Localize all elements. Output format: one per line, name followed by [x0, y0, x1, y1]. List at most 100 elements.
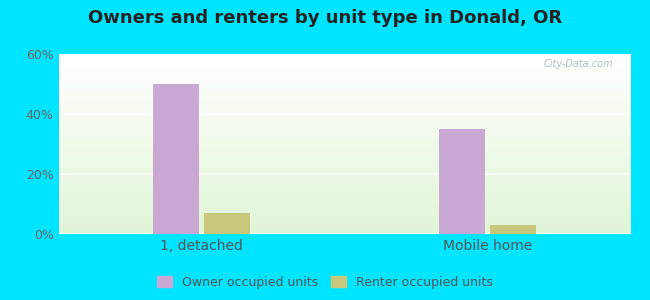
- Bar: [58, 65, 630, 67]
- Bar: [58, 99, 630, 101]
- Bar: [58, 54, 630, 56]
- Bar: [58, 63, 630, 65]
- Bar: [58, 59, 630, 61]
- Bar: [58, 133, 630, 135]
- Bar: [58, 92, 630, 94]
- Bar: [58, 124, 630, 126]
- Bar: [58, 180, 630, 182]
- Bar: [58, 185, 630, 187]
- Bar: [58, 160, 630, 162]
- Bar: [58, 223, 630, 225]
- Bar: [58, 176, 630, 178]
- Bar: [58, 158, 630, 160]
- Bar: [58, 81, 630, 83]
- Bar: [58, 56, 630, 58]
- Bar: [439, 129, 485, 234]
- Bar: [58, 193, 630, 194]
- Bar: [58, 112, 630, 113]
- Bar: [58, 212, 630, 214]
- Bar: [58, 103, 630, 104]
- Bar: [58, 182, 630, 184]
- Bar: [58, 232, 630, 234]
- Bar: [58, 77, 630, 79]
- Bar: [58, 196, 630, 198]
- Bar: [58, 58, 630, 59]
- Bar: [58, 169, 630, 171]
- Bar: [58, 144, 630, 146]
- Bar: [58, 229, 630, 230]
- Bar: [58, 61, 630, 63]
- Bar: [58, 218, 630, 220]
- Bar: [58, 166, 630, 167]
- Bar: [58, 171, 630, 173]
- Bar: [58, 110, 630, 112]
- Bar: [58, 128, 630, 130]
- Bar: [58, 167, 630, 169]
- Bar: [58, 101, 630, 103]
- Bar: [58, 117, 630, 119]
- Bar: [58, 70, 630, 72]
- Bar: [58, 148, 630, 149]
- Bar: [58, 115, 630, 117]
- Bar: [58, 95, 630, 97]
- Bar: [58, 155, 630, 157]
- Bar: [58, 184, 630, 185]
- Bar: [58, 67, 630, 68]
- Bar: [58, 122, 630, 124]
- Bar: [58, 194, 630, 196]
- Bar: [58, 119, 630, 121]
- Bar: [58, 76, 630, 77]
- Bar: [58, 146, 630, 148]
- Bar: [58, 113, 630, 115]
- Bar: [58, 106, 630, 108]
- Bar: [58, 203, 630, 205]
- Bar: [58, 162, 630, 164]
- Bar: [58, 97, 630, 99]
- Text: Owners and renters by unit type in Donald, OR: Owners and renters by unit type in Donal…: [88, 9, 562, 27]
- Bar: [58, 153, 630, 155]
- Bar: [58, 225, 630, 227]
- Bar: [58, 173, 630, 175]
- Bar: [58, 157, 630, 158]
- Bar: [58, 130, 630, 131]
- Bar: [58, 214, 630, 216]
- Bar: [58, 227, 630, 229]
- Bar: [58, 149, 630, 151]
- Bar: [58, 68, 630, 70]
- Bar: [58, 85, 630, 86]
- Bar: [58, 104, 630, 106]
- Bar: [58, 90, 630, 92]
- Bar: [153, 84, 199, 234]
- Bar: [490, 225, 536, 234]
- Bar: [58, 126, 630, 128]
- Bar: [58, 94, 630, 95]
- Bar: [58, 135, 630, 137]
- Bar: [58, 108, 630, 110]
- Bar: [204, 213, 250, 234]
- Bar: [58, 151, 630, 153]
- Bar: [58, 202, 630, 203]
- Bar: [58, 175, 630, 176]
- Bar: [58, 86, 630, 88]
- Bar: [58, 139, 630, 140]
- Legend: Owner occupied units, Renter occupied units: Owner occupied units, Renter occupied un…: [152, 271, 498, 294]
- Bar: [58, 189, 630, 191]
- Bar: [58, 198, 630, 200]
- Bar: [58, 142, 630, 144]
- Bar: [58, 178, 630, 180]
- Bar: [58, 72, 630, 74]
- Bar: [58, 121, 630, 122]
- Bar: [58, 207, 630, 209]
- Bar: [58, 88, 630, 90]
- Bar: [58, 221, 630, 223]
- Bar: [58, 131, 630, 133]
- Bar: [58, 187, 630, 189]
- Bar: [58, 137, 630, 139]
- Bar: [58, 79, 630, 81]
- Bar: [58, 230, 630, 232]
- Bar: [58, 209, 630, 211]
- Bar: [58, 211, 630, 212]
- Bar: [58, 220, 630, 221]
- Bar: [58, 164, 630, 166]
- Bar: [58, 191, 630, 193]
